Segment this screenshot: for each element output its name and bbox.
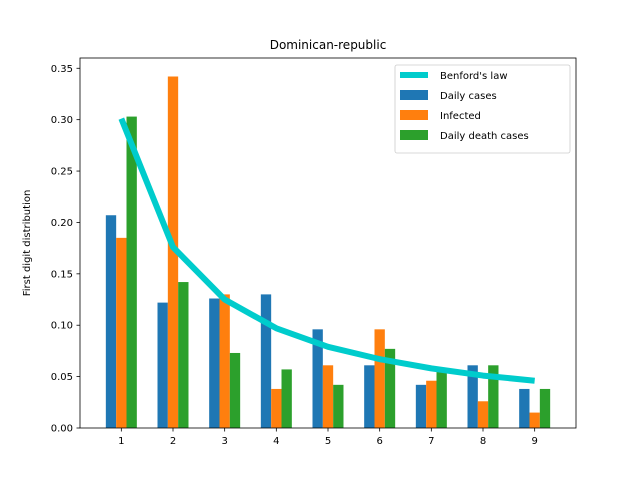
bar-daily-death-cases-9 [539, 388, 551, 428]
x-tick-label: 7 [428, 436, 434, 447]
bar-daily-cases-1 [105, 215, 117, 428]
bar-daily-death-cases-6 [384, 348, 396, 428]
benford-line-layer [118, 117, 535, 384]
x-tick-label: 2 [170, 436, 176, 447]
y-tick-label: 0.20 [51, 218, 73, 229]
bar-infected-4 [271, 388, 282, 428]
legend-label-daily-death-cases: Daily death cases [440, 131, 529, 142]
legend-swatch-daily-cases [400, 90, 428, 100]
x-tick-label: 1 [118, 436, 124, 447]
bar-daily-cases-5 [312, 329, 323, 428]
x-tick-label: 6 [376, 436, 382, 447]
bar-daily-cases-3 [209, 298, 220, 428]
bar-daily-death-cases-2 [178, 282, 189, 428]
y-axis-label: First digit distribution [22, 190, 33, 297]
bar-daily-cases-6 [364, 365, 375, 428]
legend-label-infected: Infected [440, 111, 481, 122]
bar-daily-death-cases-3 [229, 352, 241, 428]
bar-infected-7 [426, 380, 437, 428]
bar-daily-cases-8 [467, 365, 478, 428]
x-tick-label: 3 [221, 436, 227, 447]
bar-infected-3 [219, 294, 230, 428]
bar-daily-death-cases-5 [333, 384, 344, 428]
bar-daily-cases-2 [157, 302, 168, 428]
bar-daily-death-cases-7 [436, 369, 447, 428]
x-axis: 1 2 3 4 5 6 7 8 9 [118, 428, 538, 447]
bar-infected-1 [116, 237, 127, 428]
bar-infected-8 [477, 401, 489, 428]
bar-daily-cases-9 [519, 388, 530, 428]
x-tick-label: 4 [273, 436, 279, 447]
chart-title: Dominican-republic [270, 38, 387, 52]
legend-label-daily-cases: Daily cases [440, 91, 497, 102]
bar-infected-6 [374, 329, 385, 428]
legend-swatch-infected [400, 110, 428, 120]
bar-infected-5 [322, 365, 334, 428]
benford-law-line [118, 117, 535, 384]
bar-infected-9 [529, 412, 540, 428]
legend-swatch-daily-death-cases [400, 130, 428, 140]
bar-daily-death-cases-8 [488, 365, 499, 428]
bars-layer [105, 76, 551, 428]
x-tick-label: 9 [531, 436, 537, 447]
bar-daily-death-cases-4 [281, 369, 292, 428]
bar-daily-death-cases-1 [126, 116, 137, 428]
bar-infected-2 [167, 76, 179, 428]
x-tick-label: 5 [325, 436, 331, 447]
y-tick-label: 0.15 [51, 269, 73, 280]
y-tick-label: 0.05 [51, 372, 73, 383]
y-tick-label: 0.00 [51, 424, 73, 435]
y-tick-label: 0.25 [51, 167, 73, 178]
legend-label-benford-s-law: Benford's law [440, 71, 508, 82]
legend: Benford's law Daily cases Infected Daily de… [394, 64, 571, 154]
legend-frame [394, 64, 571, 154]
y-axis: 0.00 0.05 0.10 0.15 0.20 0.25 0.30 0.35 [51, 64, 80, 435]
y-tick-label: 0.30 [51, 115, 73, 126]
bar-daily-cases-4 [260, 294, 272, 428]
y-tick-label: 0.10 [51, 321, 73, 332]
x-tick-label: 8 [480, 436, 486, 447]
bar-daily-cases-7 [415, 384, 427, 428]
y-tick-label: 0.35 [51, 64, 73, 75]
